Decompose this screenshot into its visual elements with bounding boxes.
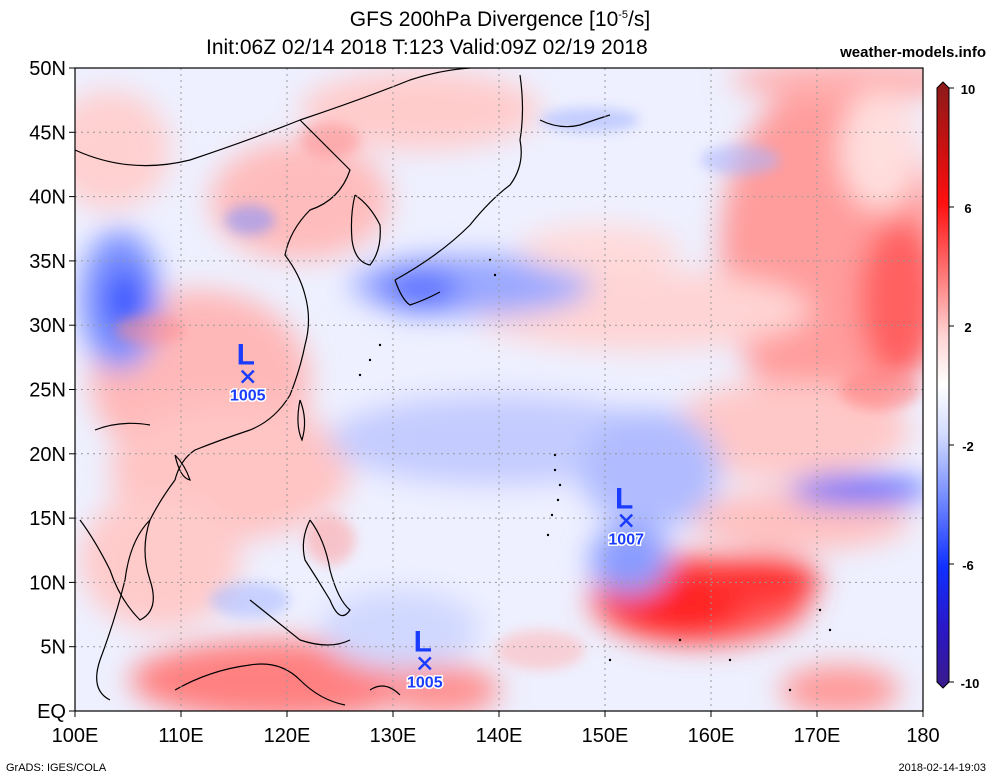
- lat-label-50n: 50N: [29, 58, 66, 80]
- lon-label-180: 180: [906, 725, 939, 747]
- low-pressure-value: 1005: [407, 674, 443, 691]
- lat-label-5n: 5N: [40, 637, 66, 659]
- colorbar-bar: [936, 81, 950, 689]
- lat-label-20n: 20N: [29, 444, 66, 466]
- lon-label-160e: 160E: [688, 725, 735, 747]
- lat-label-15n: 15N: [29, 508, 66, 530]
- colorbar-label-neg10: -10: [961, 676, 980, 691]
- lat-label-eq: EQ: [37, 701, 66, 723]
- lon-label-110e: 110E: [158, 725, 203, 747]
- lon-label-170e: 170E: [794, 725, 841, 747]
- low-1007-pacific: L 1007: [607, 483, 646, 551]
- lat-label-45n: 45N: [29, 122, 66, 144]
- colorbar-label-10: 10: [961, 82, 975, 97]
- map-subtitle: Init:06Z 02/14 2018 T:123 Valid:09Z 02/1…: [206, 36, 648, 59]
- low-pressure-value: 1005: [230, 388, 266, 405]
- low-1005-china: L 1005: [228, 339, 267, 407]
- low-center-x-icon: [417, 656, 432, 671]
- low-pressure-markers: L 1005 L 1007 L 1005: [228, 339, 646, 693]
- lon-label-130e: 130E: [370, 725, 417, 747]
- colorbar: 10 6 2 -2 -6 -10: [936, 81, 980, 691]
- colorbar-label-neg6: -6: [962, 558, 974, 573]
- low-letter: L: [237, 339, 255, 372]
- colorbar-label-6: 6: [964, 201, 971, 216]
- coastlines: [75, 68, 611, 706]
- lon-label-140e: 140E: [476, 725, 523, 747]
- divergence-field: [75, 68, 923, 711]
- low-center-x-icon: [240, 369, 255, 384]
- low-pressure-value: 1007: [608, 532, 644, 549]
- footer-credit: GrADS: IGES/COLA: [6, 762, 107, 774]
- lat-label-40n: 40N: [29, 187, 66, 209]
- lon-label-100e: 100E: [52, 725, 99, 747]
- map-title: GFS 200hPa Divergence [10-5/s]: [349, 8, 651, 31]
- low-letter: L: [615, 483, 633, 516]
- map-gridlines: [75, 68, 923, 711]
- lon-label-150e: 150E: [582, 725, 629, 747]
- colorbar-label-neg2: -2: [962, 439, 974, 454]
- lat-label-25n: 25N: [29, 380, 66, 402]
- axis-ticks: [69, 67, 924, 717]
- colorbar-label-2: 2: [964, 320, 971, 335]
- low-center-x-icon: [619, 513, 634, 528]
- low-1005-south: L 1005: [406, 625, 445, 693]
- lon-label-120e: 120E: [264, 725, 311, 747]
- lat-label-10n: 10N: [29, 572, 66, 594]
- lat-label-35n: 35N: [29, 251, 66, 273]
- low-letter: L: [414, 625, 432, 658]
- lat-label-30n: 30N: [29, 315, 66, 337]
- site-label: weather-models.info: [840, 44, 986, 61]
- footer-timestamp: 2018-02-14-19:03: [898, 762, 986, 774]
